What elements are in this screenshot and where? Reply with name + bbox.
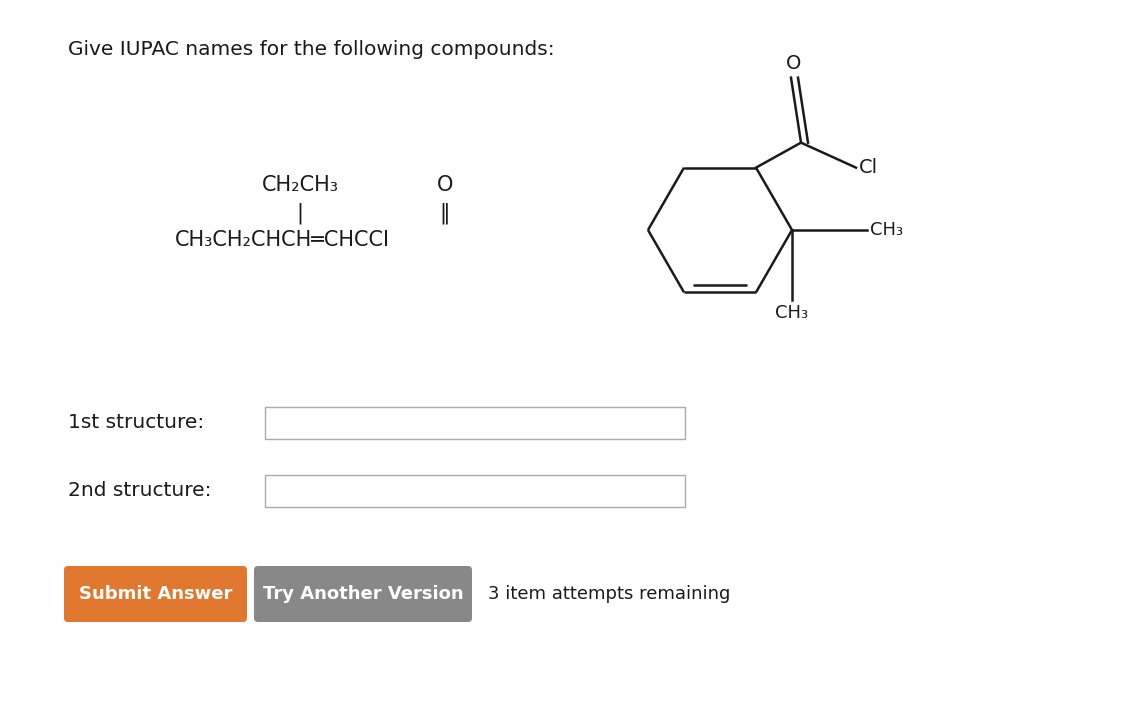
- Bar: [265, 475, 685, 507]
- Text: CH₃CH₂CHCH═CHCCI: CH₃CH₂CHCH═CHCCI: [175, 230, 390, 250]
- Text: Give IUPAC names for the following compounds:: Give IUPAC names for the following compo…: [68, 40, 555, 59]
- Text: O: O: [786, 53, 802, 73]
- Text: CH₂CH₃: CH₂CH₃: [262, 175, 338, 195]
- Text: |: |: [297, 203, 303, 224]
- Text: CH₃: CH₃: [870, 221, 904, 239]
- Text: Cl: Cl: [860, 158, 878, 177]
- Text: ‖: ‖: [440, 203, 450, 224]
- FancyBboxPatch shape: [254, 566, 472, 622]
- Text: CH₃: CH₃: [775, 304, 809, 322]
- Text: 3 item attempts remaining: 3 item attempts remaining: [488, 585, 730, 603]
- Bar: [265, 407, 685, 439]
- Text: Submit Answer: Submit Answer: [79, 585, 232, 603]
- Text: Try Another Version: Try Another Version: [263, 585, 464, 603]
- FancyBboxPatch shape: [64, 566, 247, 622]
- Text: O: O: [437, 175, 453, 195]
- Text: 2nd structure:: 2nd structure:: [68, 481, 212, 500]
- Text: 1st structure:: 1st structure:: [68, 412, 204, 431]
